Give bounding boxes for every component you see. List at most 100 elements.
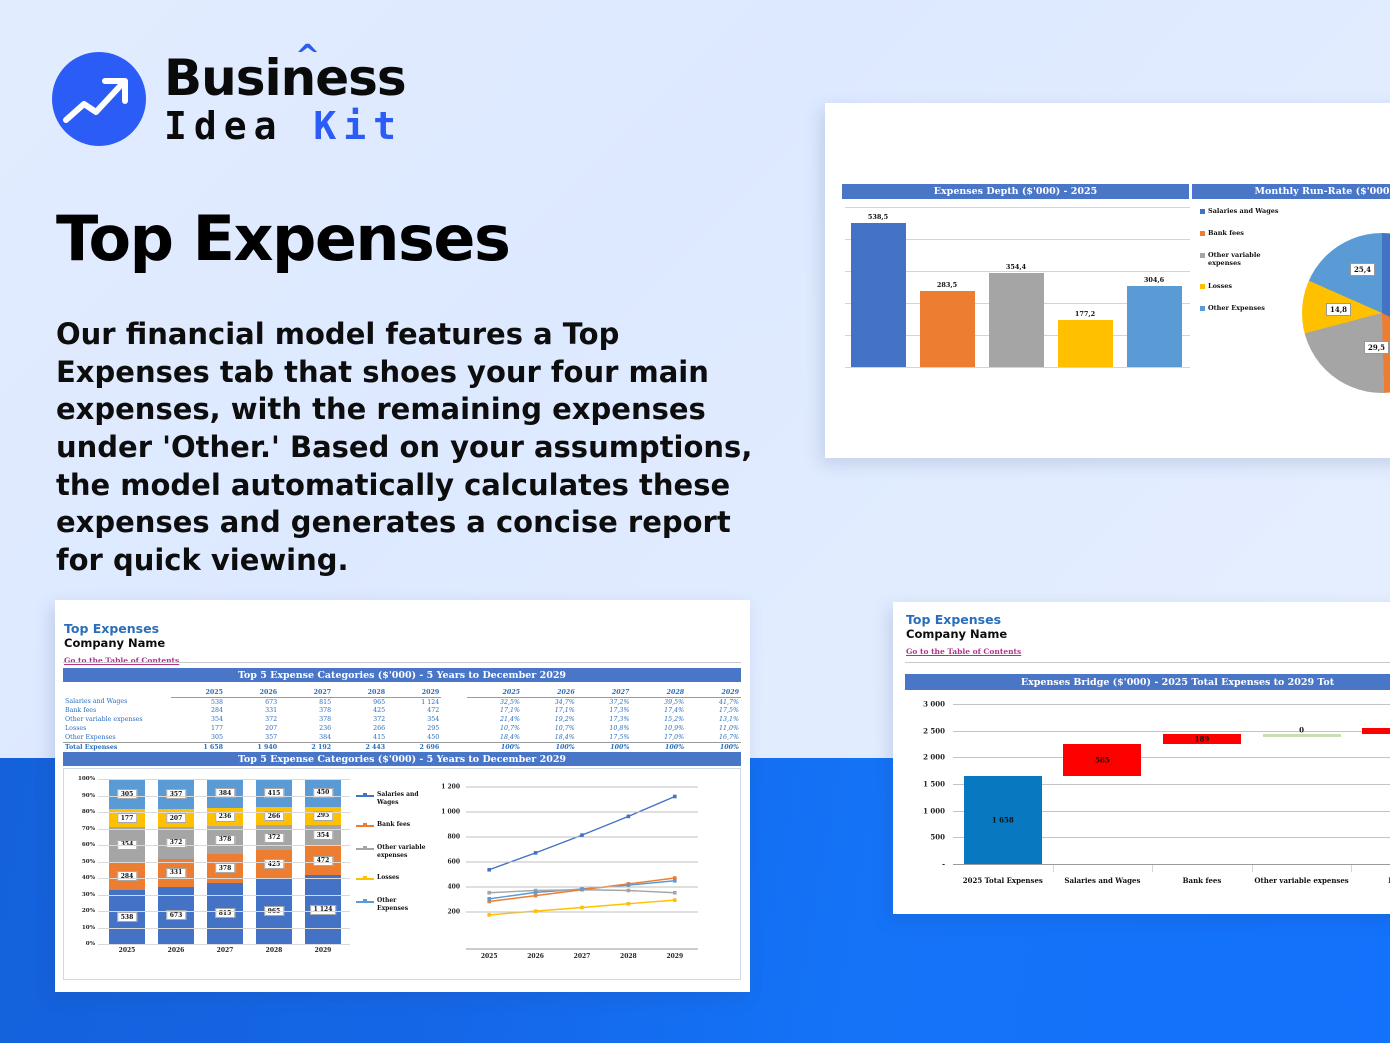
cell-value: 538 [211,698,224,706]
cell-pct: 32,5% [499,698,520,706]
cell-pct: 17,3% [609,707,630,715]
stack-value-label: 284 [117,871,137,882]
y-tick-label: 1 000 [923,806,945,816]
x-tick-label: Losses [1351,876,1390,885]
cell-pct: 100% [631,741,687,752]
chart-stacked-100-expenses: 538 284 354 177 305 673 331 372 207 357 815 378 378 2… [102,779,347,944]
col-head-2028: 2028 [333,688,388,698]
stack-segment: 450 [305,779,341,807]
bar-0 [851,223,906,367]
page-description: Our financial model features a Top Expen… [56,317,753,578]
cell-pct: 10,7% [499,725,520,733]
col-head-2027: 2027 [279,688,334,698]
legend-swatch-icon [1200,283,1205,289]
band-title-expenses-bridge: Expenses Bridge ($'000) - 2025 Total Exp… [905,674,1390,690]
legend-item: Salaries and Wages [1200,207,1292,215]
table-row: Bank fees 284 331 378 425 472 17,1% 17,1% 17,3% 1… [63,707,741,716]
cell-pct: 34,7% [554,698,575,706]
table-of-contents-link[interactable]: Go to the Table of Contents [64,656,180,665]
waterfall-bar-total [963,775,1042,864]
table-row: Salaries and Wages 538 673 815 965 1 124 32,5%… [63,697,741,706]
stack-segment: 472 [305,846,341,876]
pie-value-label: 29,5 [1364,341,1390,354]
legend-label: Losses [1208,281,1233,290]
x-axis-line [953,864,1390,865]
stack-segment: 236 [207,807,243,826]
cell-pct: 21,4% [499,716,520,724]
stack-segment: 673 [158,886,194,944]
cell-pct: 41,7% [718,698,739,706]
stack-value-label: 538 [117,912,137,923]
gridline [98,828,350,830]
stack-value-label: 450 [313,787,333,798]
stack-value-label: 305 [117,789,137,800]
x-tick-label: 2027 [216,947,234,954]
bar-3 [1058,319,1113,367]
sheet-header-c: Top Expenses Company Name Go to the Tabl… [906,612,1021,659]
col-head-pct-2028: 2028 [631,688,687,698]
cell-pct: 17,1% [554,707,575,715]
y-tick-label: - [942,859,945,869]
cell-value: 177 [211,725,224,733]
y-tick-label: 0% [85,941,95,947]
stack-value-label: 1 124 [310,904,336,915]
gridline [98,894,350,896]
stack-segment: 378 [207,854,243,883]
stacked-chart-y-axis: 0% 10% 20% 30% 40% 50% 60% 70% 80% 90% 100% [64,776,98,947]
brand-name-text: Business [164,49,407,107]
y-tick-label: 100% [78,776,95,782]
legend-label: Other Expenses [377,897,409,912]
legend-line-marker-icon [356,792,374,799]
stack-value-label: 295 [313,810,333,821]
cell-value: 372 [265,716,278,724]
cell-value: 295 [427,725,440,733]
cell-pct: 15,2% [664,716,685,724]
cell-value: 305 [211,733,224,741]
sheet-title: Top Expenses [64,621,160,636]
stack-segment: 354 [305,824,341,847]
col-head-pct-2027: 2027 [576,688,632,698]
table-of-contents-link[interactable]: Go to the Table of Contents [906,647,1022,656]
stack-value-label: 236 [215,811,235,822]
cell-pct: 37,2% [609,698,630,706]
x-tick-label: 2029 [666,953,684,960]
chart-line-expenses-trend: 200 400 600 800 1 000 1 200 2025 2026 2027 2028 20… [432,779,732,971]
table-body: Salaries and Wages 538 673 815 965 1 124 32,5%… [63,697,741,752]
stack-value-label: 331 [166,867,186,878]
pie-value-label: 25,4 [1350,263,1376,276]
x-tick-label: 2025 [480,953,498,960]
waterfall-value-label: 1 658 [991,815,1014,825]
legend-label: Bank fees [1208,229,1244,238]
cell-pct: 17,3% [609,716,630,724]
col-head-pct-2029: 2029 [686,688,741,698]
row-label: Other variable expenses [65,716,143,724]
cell-value: 815 [319,698,332,706]
legend-swatch-icon [1200,305,1205,311]
cell-value: 1 124 [421,698,440,706]
cell-value: 378 [319,707,332,715]
trend-arrow-up-icon [52,52,146,146]
y-tick-label: 600 [447,858,460,866]
row-label: Salaries and Wages [65,698,128,706]
stack-segment: 372 [158,826,194,859]
cell-value: 354 [211,716,224,724]
x-tick-label: 2028 [620,953,637,960]
cell-pct: 100% [467,741,522,752]
bar-1 [920,291,975,367]
stack-value-label: 177 [117,813,137,824]
sheet-header-b: Top Expenses Company Name Go to the Tabl… [64,621,179,668]
chart-title-monthly-run-rate: Monthly Run-Rate ($'000 [1192,184,1390,199]
cell-value: 673 [265,698,278,706]
sheet-company-name: Company Name [906,627,1008,641]
cell-value: 357 [265,733,278,741]
cell-value: 378 [319,716,332,724]
y-tick-label: 800 [447,833,460,841]
stack-segment: 305 [109,779,145,810]
cell-value: 236 [319,725,332,733]
cell-pct: 17,1% [499,707,520,715]
cell-pct: 100% [521,741,577,752]
cell-value: 284 [211,707,224,715]
screenshot-panel-expenses-depth: Expenses Depth ($'000) - 2025 Monthly Ru… [825,103,1390,458]
gridline [98,911,350,912]
divider [905,662,1390,663]
